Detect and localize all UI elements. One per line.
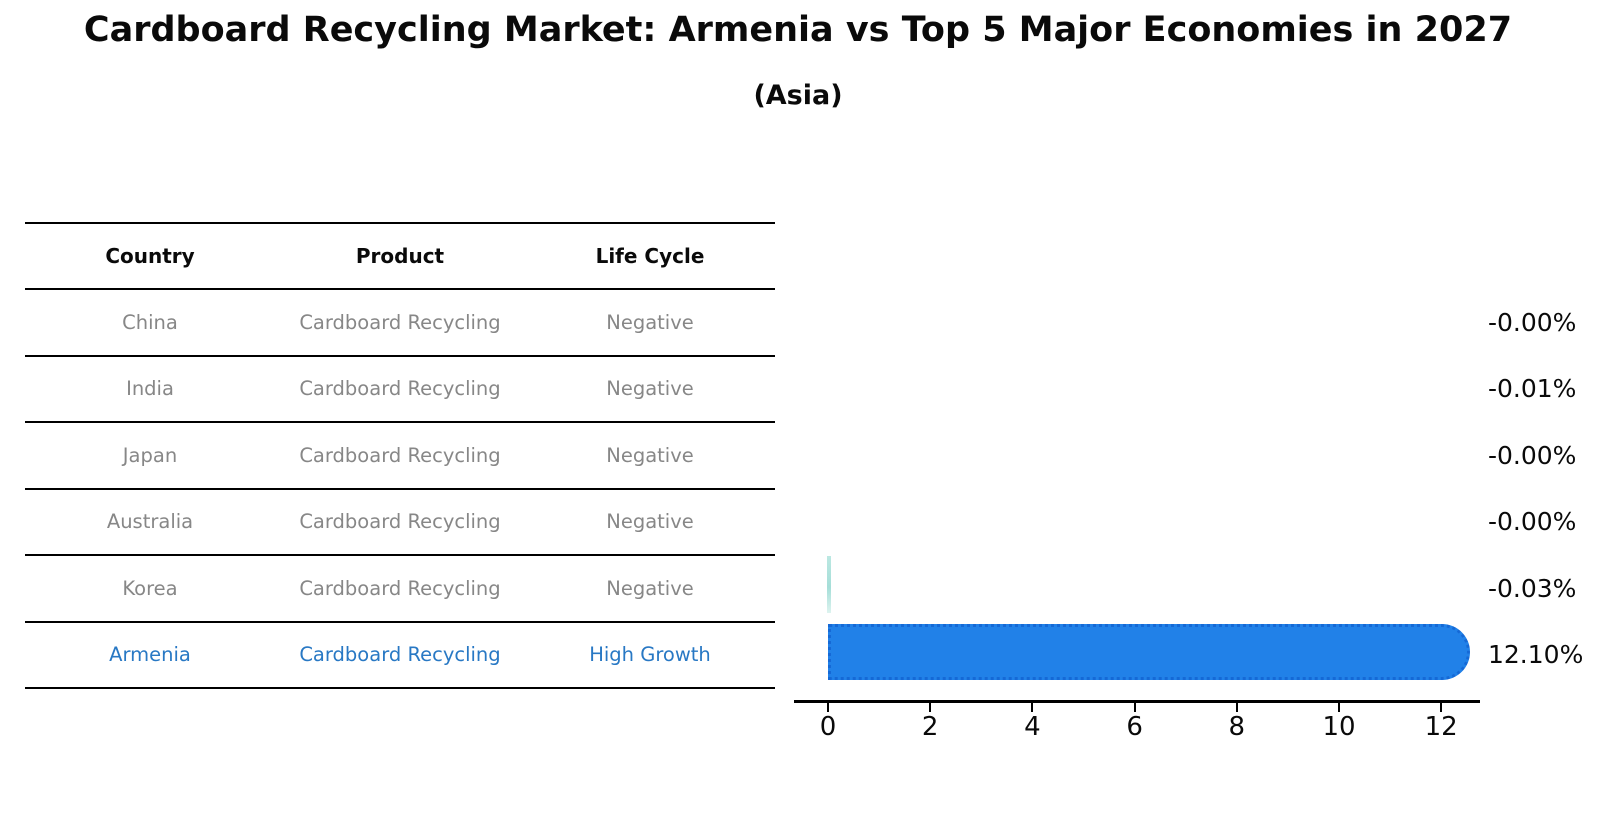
country-cell: China [122, 310, 178, 334]
life-cycle-cell: High Growth [589, 643, 711, 667]
x-tick-label: 0 [819, 712, 837, 742]
product-cell: Cardboard Recycling [299, 643, 501, 667]
life-cycle-cell: Negative [606, 377, 694, 401]
column-header-life-cycle: Life Cycle [595, 244, 705, 268]
table-row-australia: Australia Cardboard Recycling Negative [25, 489, 775, 555]
product-cell: Cardboard Recycling [299, 377, 501, 401]
product-cell: Cardboard Recycling [299, 443, 501, 467]
country-cell: Australia [106, 510, 194, 534]
country-table: Country Product Life Cycle China Cardboard … [25, 222, 775, 689]
product-cell: Cardboard Recycling [299, 310, 501, 334]
bar-korea [827, 555, 831, 613]
x-tick-label: 4 [1024, 712, 1041, 742]
x-tick-label: 10 [1322, 712, 1356, 742]
x-tick-mark [1338, 703, 1340, 712]
value-label-australia: -0.00% [1488, 507, 1577, 537]
country-cell: Korea [122, 576, 178, 600]
x-tick-mark [929, 703, 932, 712]
value-label-china: -0.00% [1488, 307, 1577, 337]
table-row-india: India Cardboard Recycling Negative [25, 356, 775, 422]
x-tick-label: 12 [1424, 712, 1458, 742]
life-cycle-cell: Negative [606, 310, 694, 334]
product-cell: Cardboard Recycling [299, 576, 501, 600]
x-tick-mark [1235, 703, 1238, 712]
table-row-japan: Japan Cardboard Recycling Negative [25, 422, 775, 489]
column-header-country: Country [105, 244, 195, 268]
column-header-product: Product [355, 244, 445, 268]
x-tick-mark [1031, 703, 1034, 712]
product-cell: Cardboard Recycling [299, 510, 501, 534]
table-row-china: China Cardboard Recycling Negative [25, 289, 775, 356]
country-cell: Japan [122, 443, 178, 467]
x-tick-label: 6 [1126, 712, 1143, 742]
value-label-korea: -0.03% [1488, 573, 1577, 603]
life-cycle-cell: Negative [606, 443, 694, 467]
x-tick-mark [1440, 703, 1443, 712]
x-tick-mark [1133, 703, 1136, 712]
chart-subtitle: (Asia) [753, 80, 843, 111]
table-row-korea: Korea Cardboard Recycling Negative [25, 555, 775, 622]
bar-armenia [828, 624, 1471, 681]
x-tick-mark [827, 703, 829, 712]
table-row-armenia: Armenia Cardboard Recycling High Growth [25, 622, 775, 688]
table-header-row: Country Product Life Cycle [25, 223, 775, 289]
value-label-india: -0.01% [1488, 374, 1577, 404]
country-cell: Armenia [109, 643, 191, 667]
x-axis-line [794, 700, 1480, 703]
x-tick-label: 2 [921, 712, 939, 742]
x-tick-label: 8 [1228, 712, 1246, 742]
value-label-armenia: 12.10% [1488, 640, 1584, 670]
country-cell: India [126, 377, 174, 401]
life-cycle-cell: Negative [606, 576, 694, 600]
value-label-japan: -0.00% [1488, 440, 1577, 470]
life-cycle-cell: Negative [606, 510, 694, 534]
chart-title: Cardboard Recycling Market: Armenia vs T… [83, 10, 1513, 50]
